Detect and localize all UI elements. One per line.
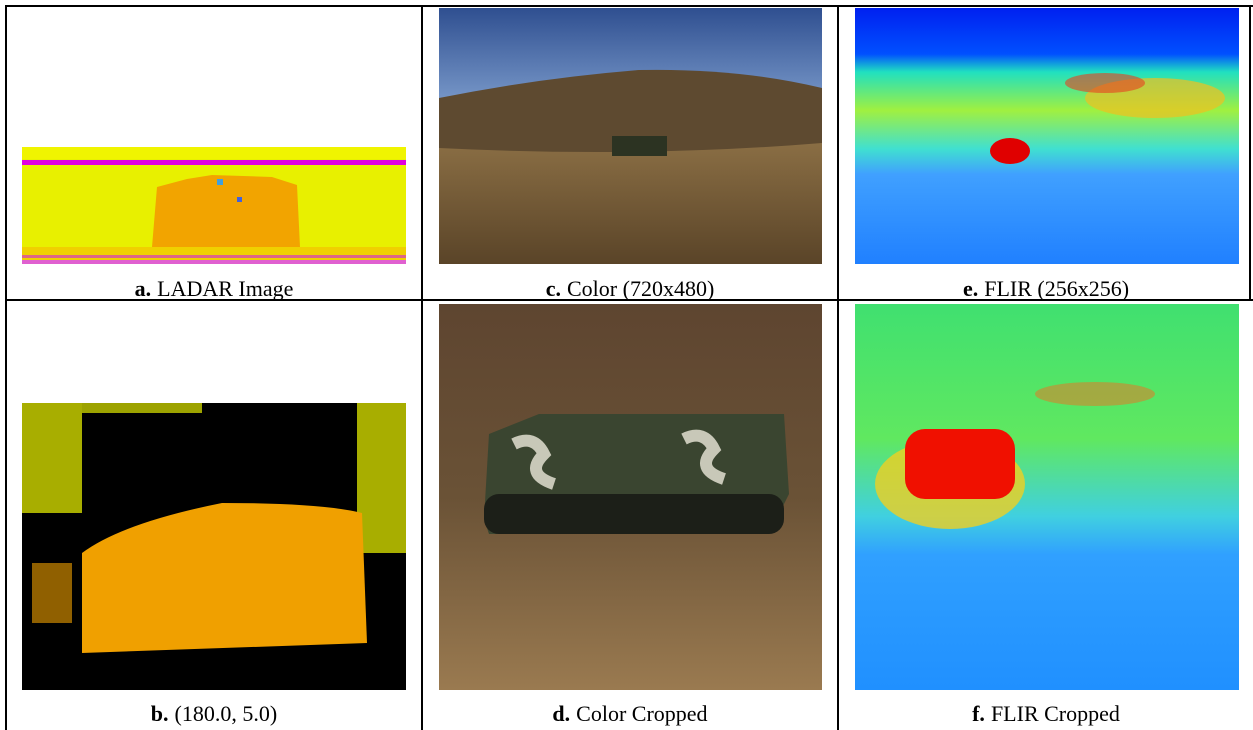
caption: a.LADAR Image [6,276,422,302]
flir-cropped-image [855,304,1239,690]
col-line [5,5,7,730]
page: a.LADAR Image c.Color (720x480) e.FLIR (… [0,0,1253,730]
color-cropped-image [439,304,822,690]
panel-label: a. [135,276,152,301]
ladar-processed-image [22,403,406,690]
caption: f.FLIR Cropped [838,701,1253,727]
panel-label: f. [972,701,985,726]
color-image [439,8,822,264]
col-line [421,5,423,730]
caption: d.Color Cropped [422,701,838,727]
panel-label: c. [546,276,561,301]
panel-caption: FLIR (256x256) [984,276,1129,301]
panel-caption: Color Cropped [576,701,707,726]
ladar-image [22,147,406,264]
caption: e.FLIR (256x256) [838,276,1253,302]
panel-caption: FLIR Cropped [991,701,1120,726]
panel-caption: LADAR Image [157,276,293,301]
col-line [1249,5,1251,301]
panel-caption: Color (720x480) [567,276,714,301]
caption: b.(180.0, 5.0) [6,701,422,727]
caption: c.Color (720x480) [422,276,838,302]
col-line [837,5,839,730]
panel-caption: (180.0, 5.0) [175,701,278,726]
flir-image [855,8,1239,264]
panel-label: d. [552,701,570,726]
panel-label: b. [151,701,169,726]
table-border [5,5,1253,7]
panel-label: e. [963,276,978,301]
